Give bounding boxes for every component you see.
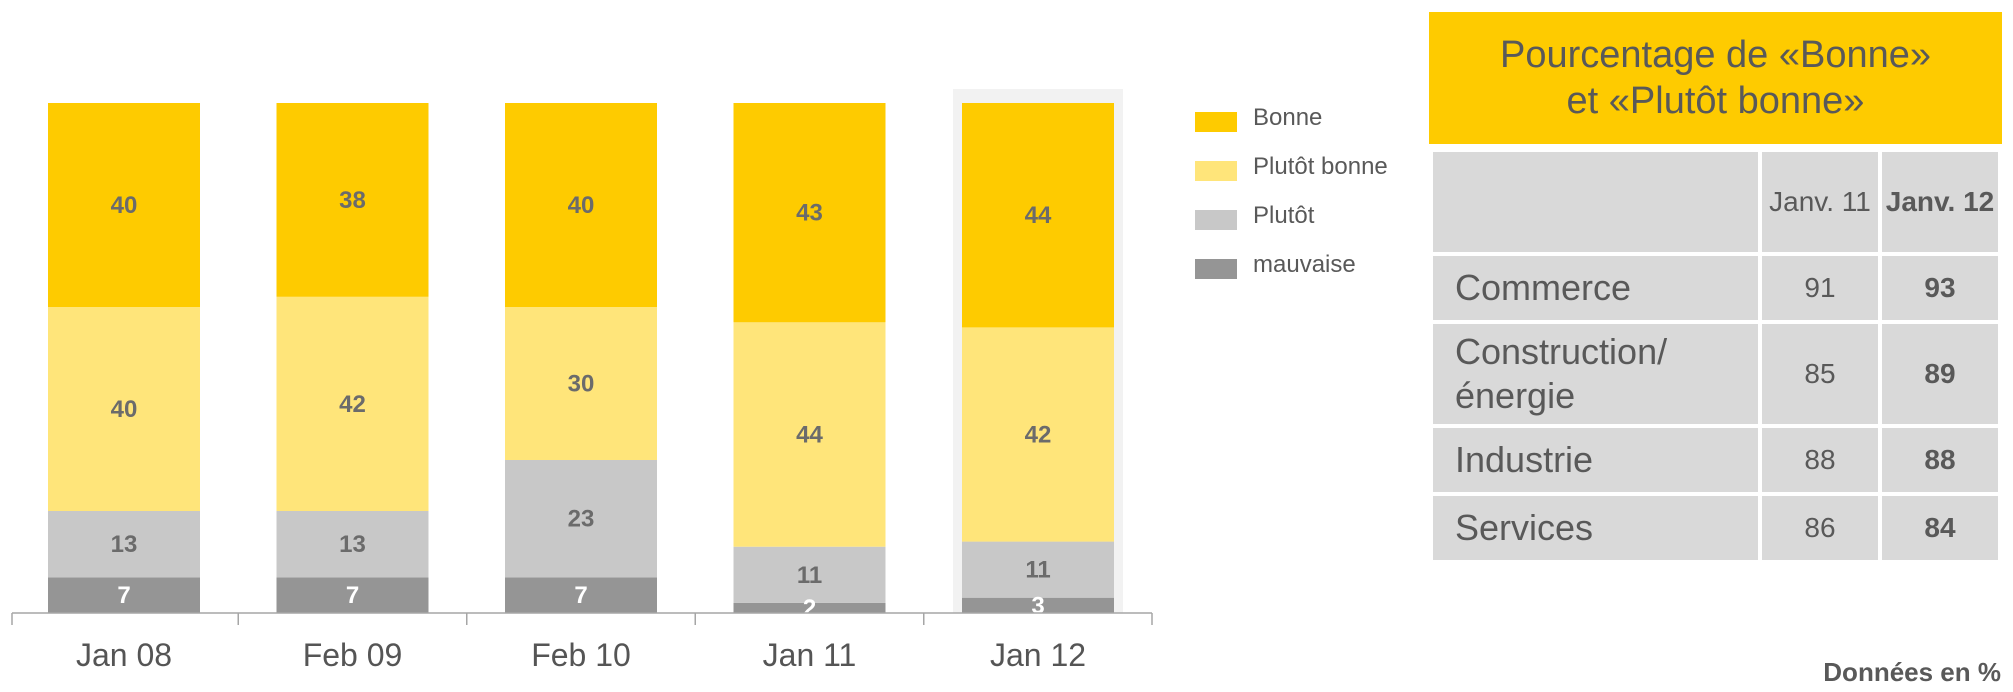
bar-segment: [505, 577, 657, 613]
bar-segment: [276, 577, 429, 613]
data-label: 43: [796, 200, 823, 227]
bar-segment: [276, 103, 429, 297]
data-label: 30: [568, 371, 595, 398]
column-header-janv-12: Janv. 12: [1878, 148, 2002, 256]
legend-swatch-plutot-bonne: [1195, 161, 1237, 181]
x-tick-label: Feb 09: [303, 637, 403, 673]
x-tick-label: Jan 12: [990, 637, 1086, 673]
data-label: 23: [568, 506, 595, 533]
bar-segment: [962, 541, 1114, 598]
bar-segment: [733, 103, 886, 323]
data-label: 13: [339, 531, 366, 558]
legend-label-plutot-bonne: Plutôt bonne: [1253, 153, 1388, 180]
x-tick-label: Jan 08: [76, 637, 172, 673]
bar-segment: [48, 103, 200, 307]
bar-segment: [276, 296, 429, 511]
row-value-janv-12: 88: [1878, 424, 2002, 496]
data-label: 13: [111, 531, 138, 558]
bar-segment: [962, 327, 1114, 542]
table-row: Commerce 91 93: [1429, 252, 2002, 324]
x-tick-label: Jan 11: [763, 637, 857, 673]
data-label: 7: [346, 582, 359, 609]
data-label: 7: [574, 582, 587, 609]
bar-segment: [48, 307, 200, 511]
row-value-janv-11: 85: [1758, 320, 1882, 428]
row-value-janv-12: 84: [1878, 492, 2002, 564]
row-name: Industrie: [1429, 424, 1762, 496]
data-label: 40: [111, 192, 138, 219]
x-tick-label: Feb 10: [531, 637, 631, 673]
bar-segment: [505, 103, 657, 307]
data-label: 42: [339, 391, 366, 418]
data-label: 44: [1025, 202, 1052, 229]
row-value-janv-12: 89: [1878, 320, 2002, 428]
data-label: 11: [1025, 557, 1050, 584]
data-label: 11: [797, 562, 822, 589]
bar-segment: [962, 103, 1114, 328]
row-value-janv-11: 88: [1758, 424, 1882, 496]
row-name: Commerce: [1429, 252, 1762, 324]
bar-segment: [48, 577, 200, 613]
legend-swatch-plutot: [1195, 210, 1237, 230]
legend-label-mauvaise: mauvaise: [1253, 251, 1356, 278]
data-label: 40: [111, 396, 138, 423]
bar-segment: [733, 322, 886, 547]
legend-label-bonne: Bonne: [1253, 104, 1323, 131]
row-name: Construction/ énergie: [1429, 320, 1762, 428]
footnote-unit: Données en %: [1823, 657, 2001, 687]
data-label: 44: [796, 422, 823, 449]
summary-table: Janv. 11 Janv. 12 Commerce 91 93 Constru…: [1429, 148, 2002, 564]
legend-swatch-bonne: [1195, 112, 1237, 132]
summary-title-text: Pourcentage de «Bonne» et «Plutôt bonne»: [1499, 34, 1932, 122]
summary-header-row: Janv. 11 Janv. 12: [1429, 148, 2002, 256]
data-label: 2: [803, 595, 816, 622]
data-label: 42: [1025, 422, 1052, 449]
bar-segment: [505, 307, 657, 460]
row-value-janv-11: 91: [1758, 252, 1882, 324]
summary-corner-cell: [1429, 148, 1762, 256]
row-name: Services: [1429, 492, 1762, 564]
summary-title: Pourcentage de «Bonne» et «Plutôt bonne»: [1429, 12, 2002, 144]
table-row: Services 86 84: [1429, 492, 2002, 564]
row-value-janv-11: 86: [1758, 492, 1882, 564]
bar-segment: [733, 546, 886, 603]
legend-label-plutot: Plutôt: [1253, 202, 1315, 229]
bar-segment: [962, 597, 1114, 613]
row-value-janv-12: 93: [1878, 252, 2002, 324]
data-label: 38: [339, 187, 366, 214]
table-row: Construction/ énergie 85 89: [1429, 320, 2002, 428]
bar-segment: [48, 511, 200, 578]
data-label: 3: [1031, 592, 1044, 619]
data-label: 7: [117, 582, 130, 609]
bar-segment: [505, 460, 657, 578]
legend-swatch-mauvaise: [1195, 259, 1237, 279]
bar-segment: [276, 511, 429, 578]
bar-segment: [733, 602, 886, 613]
column-header-janv-11: Janv. 11: [1758, 148, 1882, 256]
summary-panel: Pourcentage de «Bonne» et «Plutôt bonne»…: [1429, 12, 2002, 564]
data-label: 40: [568, 192, 595, 219]
table-row: Industrie 88 88: [1429, 424, 2002, 496]
